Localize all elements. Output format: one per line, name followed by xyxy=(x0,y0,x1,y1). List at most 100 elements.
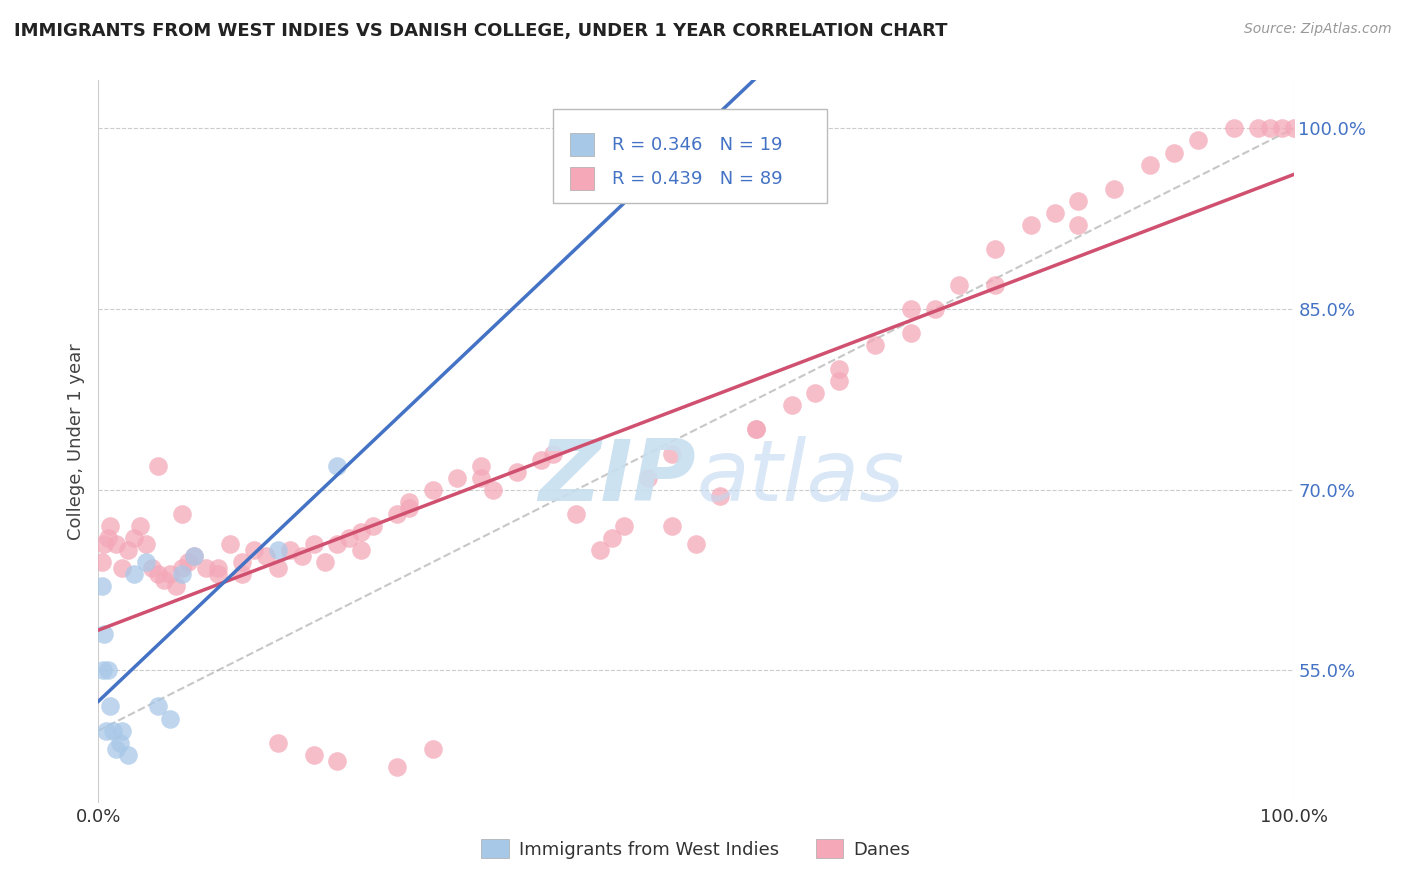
Text: Source: ZipAtlas.com: Source: ZipAtlas.com xyxy=(1244,22,1392,37)
Text: R = 0.439   N = 89: R = 0.439 N = 89 xyxy=(612,169,783,187)
Point xyxy=(363,519,385,533)
Text: ZIP: ZIP xyxy=(538,436,696,519)
Point xyxy=(530,452,553,467)
Legend: Immigrants from West Indies, Danes: Immigrants from West Indies, Danes xyxy=(474,832,918,866)
Point xyxy=(780,398,803,412)
Point xyxy=(243,542,266,557)
Point xyxy=(124,567,146,582)
Point xyxy=(326,458,349,473)
Text: atlas: atlas xyxy=(696,436,904,519)
Point xyxy=(385,507,409,521)
Point xyxy=(219,537,242,551)
Point xyxy=(141,561,163,575)
Point xyxy=(565,507,588,521)
Point xyxy=(1271,121,1294,136)
Point xyxy=(105,537,128,551)
Point xyxy=(422,741,444,756)
Point xyxy=(350,542,373,557)
Point xyxy=(159,712,181,726)
Point xyxy=(97,531,120,545)
Point xyxy=(254,549,277,563)
Point xyxy=(267,542,290,557)
Point xyxy=(117,747,139,762)
Point xyxy=(900,301,922,317)
Point xyxy=(1067,194,1090,208)
Point xyxy=(291,549,314,563)
Point xyxy=(172,561,194,575)
Point xyxy=(148,458,170,473)
Point xyxy=(111,723,134,738)
Point xyxy=(984,242,1007,256)
Point xyxy=(984,277,1007,292)
Point xyxy=(470,471,492,485)
Point xyxy=(183,549,205,563)
Point xyxy=(111,561,134,575)
Point xyxy=(1139,158,1161,172)
Point xyxy=(685,537,707,551)
Point xyxy=(745,423,768,437)
Point xyxy=(589,542,612,557)
Point xyxy=(613,519,636,533)
Point xyxy=(1258,121,1281,136)
Point xyxy=(398,500,420,515)
Point xyxy=(709,489,731,503)
Y-axis label: College, Under 1 year: College, Under 1 year xyxy=(66,343,84,540)
Point xyxy=(482,483,505,497)
Point xyxy=(828,362,851,376)
Point xyxy=(148,699,170,714)
Point xyxy=(339,531,361,545)
Point xyxy=(385,760,409,774)
Point xyxy=(159,567,181,582)
Point xyxy=(177,555,200,569)
Point xyxy=(804,386,827,401)
Point xyxy=(1247,121,1270,136)
Point xyxy=(470,458,492,473)
Point xyxy=(506,465,529,479)
Point xyxy=(1163,145,1185,160)
Point xyxy=(231,567,253,582)
Point xyxy=(1223,121,1246,136)
Point xyxy=(661,446,683,460)
Point xyxy=(98,699,122,714)
Point xyxy=(117,542,139,557)
Point xyxy=(602,531,624,545)
Point xyxy=(101,723,124,738)
Point xyxy=(637,471,659,485)
Point xyxy=(94,723,117,738)
Point xyxy=(129,519,152,533)
Point xyxy=(165,579,187,593)
Point xyxy=(900,326,922,341)
Point xyxy=(302,747,325,762)
Point xyxy=(207,567,229,582)
Point xyxy=(231,555,253,569)
Point xyxy=(91,664,114,678)
Point xyxy=(1104,181,1126,195)
Point xyxy=(1019,218,1042,232)
Point xyxy=(326,754,349,768)
Point xyxy=(93,537,115,551)
Point xyxy=(315,555,337,569)
Point xyxy=(124,531,146,545)
Point xyxy=(398,494,420,508)
Point xyxy=(1282,121,1305,136)
Point xyxy=(745,423,768,437)
Point xyxy=(93,627,115,641)
Bar xyxy=(571,134,593,156)
Point xyxy=(98,519,122,533)
Point xyxy=(446,471,468,485)
Point xyxy=(661,519,683,533)
Point xyxy=(91,555,114,569)
Point xyxy=(135,555,157,569)
Point xyxy=(108,735,131,749)
Text: R = 0.346   N = 19: R = 0.346 N = 19 xyxy=(612,136,782,153)
Point xyxy=(183,549,205,563)
Point xyxy=(172,567,194,582)
Point xyxy=(153,573,176,587)
Point xyxy=(422,483,444,497)
Point xyxy=(865,338,887,352)
Point xyxy=(267,561,290,575)
Point xyxy=(91,579,114,593)
Point xyxy=(172,507,194,521)
Point xyxy=(1043,205,1066,219)
Point xyxy=(350,524,373,539)
